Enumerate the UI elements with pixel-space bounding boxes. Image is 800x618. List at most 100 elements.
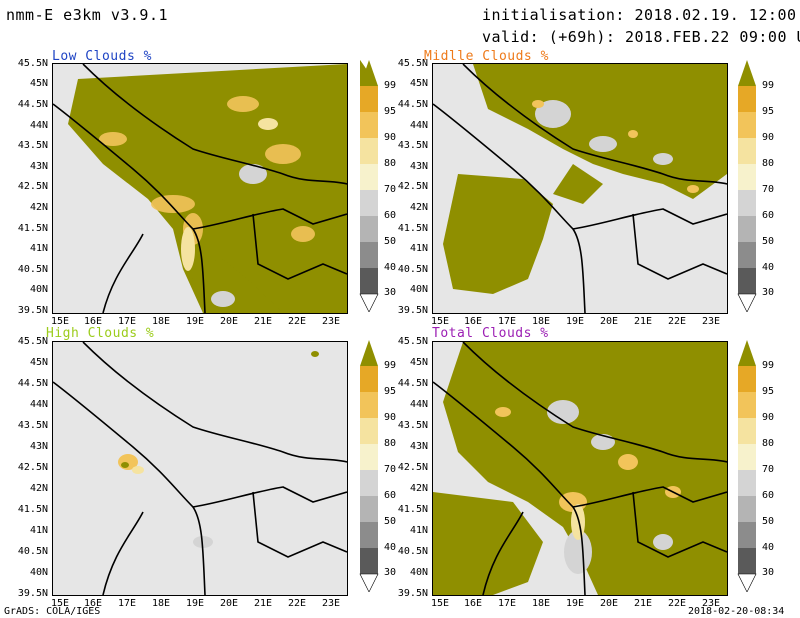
colorbar-label: 40 (762, 262, 775, 273)
colorbar-label: 70 (762, 184, 775, 195)
lat-label: 42.5N (17, 462, 48, 473)
colorbar-label: 70 (384, 464, 397, 475)
lat-label: 45.5N (397, 336, 428, 347)
lon-label: 17E (497, 316, 517, 327)
lat-label: 41N (409, 243, 428, 254)
lon-label: 20E (219, 316, 239, 327)
lon-label: 16E (83, 316, 103, 327)
colorbar-label: 60 (384, 490, 397, 501)
lat-label: 44N (29, 120, 48, 131)
lat-label: 44.5N (397, 99, 428, 110)
high-clouds-title: High Clouds % (46, 326, 155, 341)
colorbar-label: 30 (384, 287, 397, 298)
lat-label: 43N (409, 441, 428, 452)
colorbar-label: 99 (762, 80, 775, 91)
grads-credit: GrADS: COLA/IGES (4, 606, 101, 617)
lon-label: 19E (185, 598, 205, 609)
lon-label: 20E (219, 598, 239, 609)
lat-label: 40N (409, 284, 428, 295)
colorbar-label: 70 (762, 464, 775, 475)
model-title: nmm-E e3km v3.9.1 (6, 6, 169, 24)
colorbar-label: 60 (384, 210, 397, 221)
lon-label: 16E (463, 316, 483, 327)
lat-label: 40N (29, 567, 48, 578)
lat-label: 43N (29, 161, 48, 172)
colorbar-label: 40 (384, 262, 397, 273)
lat-label: 39.5N (17, 588, 48, 599)
lon-label: 15E (50, 316, 70, 327)
lon-label: 22E (667, 598, 687, 609)
colorbar-label: 30 (384, 567, 397, 578)
lat-label: 42.5N (17, 181, 48, 192)
lon-label: 19E (565, 598, 585, 609)
lon-label: 18E (151, 316, 171, 327)
valid-time: valid: (+69h): 2018.FEB.22 09:00 UTC (482, 28, 800, 46)
colorbar-label: 80 (384, 438, 397, 449)
colorbar-label: 99 (384, 80, 397, 91)
colorbar-label: 80 (384, 158, 397, 169)
colorbar-label: 50 (762, 236, 775, 247)
total-clouds-title: Total Clouds % (432, 326, 549, 341)
lon-label: 23E (321, 598, 341, 609)
lon-label: 15E (50, 598, 70, 609)
lon-label: 18E (531, 598, 551, 609)
lat-label: 43.5N (17, 420, 48, 431)
lon-label: 18E (151, 598, 171, 609)
lon-label: 21E (253, 316, 273, 327)
lat-label: 40.5N (17, 546, 48, 557)
lat-label: 40.5N (17, 264, 48, 275)
total-clouds-colorbar (737, 340, 757, 592)
total-clouds-map (432, 341, 728, 596)
colorbar-label: 50 (384, 236, 397, 247)
lat-label: 41.5N (397, 223, 428, 234)
lon-label: 15E (430, 598, 450, 609)
lon-label: 23E (321, 316, 341, 327)
lon-label: 21E (253, 598, 273, 609)
lat-label: 44N (409, 399, 428, 410)
lat-label: 42N (29, 202, 48, 213)
colorbar-label: 95 (384, 386, 397, 397)
lon-label: 16E (83, 598, 103, 609)
lat-label: 45.5N (17, 336, 48, 347)
lat-label: 43.5N (17, 140, 48, 151)
lat-label: 44.5N (397, 378, 428, 389)
lat-label: 42.5N (397, 181, 428, 192)
lat-label: 41N (29, 525, 48, 536)
lat-label: 39.5N (17, 305, 48, 316)
render-timestamp: 2018-02-20-08:34 (688, 606, 785, 617)
lat-label: 44.5N (17, 99, 48, 110)
colorbar-label: 90 (384, 132, 397, 143)
lat-label: 40N (409, 567, 428, 578)
colorbar-label: 80 (762, 158, 775, 169)
colorbar-label: 95 (384, 106, 397, 117)
lat-label: 45N (29, 78, 48, 89)
lon-label: 17E (117, 316, 137, 327)
colorbar-label: 95 (762, 106, 775, 117)
lat-label: 41.5N (397, 504, 428, 515)
lat-label: 44.5N (17, 378, 48, 389)
lon-label: 17E (117, 598, 137, 609)
lat-label: 41N (29, 243, 48, 254)
lat-label: 42N (409, 202, 428, 213)
colorbar-label: 30 (762, 567, 775, 578)
lat-label: 41N (409, 525, 428, 536)
colorbar-label: 60 (762, 210, 775, 221)
lon-label: 15E (430, 316, 450, 327)
lat-label: 45N (409, 78, 428, 89)
lat-label: 44N (29, 399, 48, 410)
lat-label: 40N (29, 284, 48, 295)
colorbar-label: 60 (762, 490, 775, 501)
lat-label: 42.5N (397, 462, 428, 473)
lon-label: 22E (667, 316, 687, 327)
colorbar-label: 90 (762, 412, 775, 423)
lat-label: 43N (29, 441, 48, 452)
lat-label: 40.5N (397, 546, 428, 557)
colorbar-label: 50 (762, 516, 775, 527)
lat-label: 45N (29, 357, 48, 368)
lon-label: 20E (599, 316, 619, 327)
lon-label: 23E (701, 598, 721, 609)
lon-label: 21E (633, 598, 653, 609)
high-clouds-map (52, 341, 348, 596)
lon-label: 20E (599, 598, 619, 609)
lon-label: 22E (287, 316, 307, 327)
